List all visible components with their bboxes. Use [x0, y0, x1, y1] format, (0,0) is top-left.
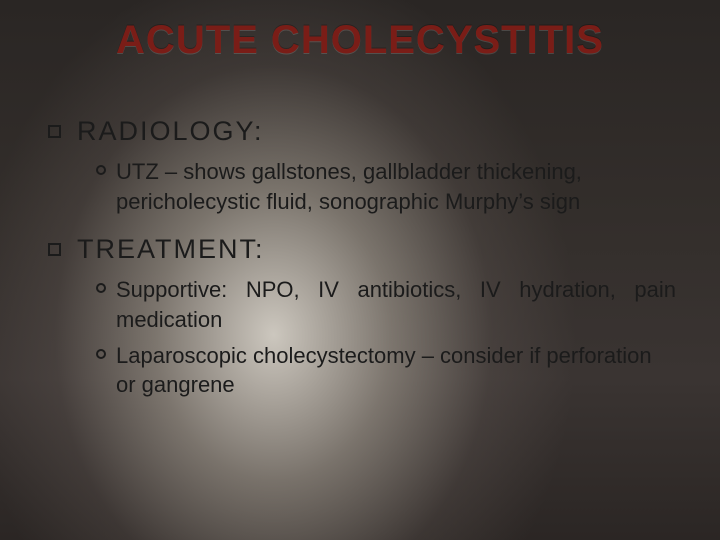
circle-bullet-icon	[96, 349, 106, 359]
list-item-text: Supportive: NPO, IV antibiotics, IV hydr…	[116, 275, 676, 334]
slide-content: RADIOLOGY: UTZ – shows gallstones, gallb…	[48, 110, 680, 406]
square-bullet-icon	[48, 125, 61, 138]
list-item-text: Laparoscopic cholecystectomy – consider …	[116, 341, 676, 400]
square-bullet-icon	[48, 243, 61, 256]
slide: ACUTE CHOLECYSTITIS RADIOLOGY: UTZ – sho…	[0, 0, 720, 540]
list-item: Laparoscopic cholecystectomy – consider …	[96, 341, 680, 400]
section-heading-row: TREATMENT:	[48, 234, 680, 265]
section-items: UTZ – shows gallstones, gallbladder thic…	[96, 157, 680, 216]
list-item: Supportive: NPO, IV antibiotics, IV hydr…	[96, 275, 680, 334]
section-items: Supportive: NPO, IV antibiotics, IV hydr…	[96, 275, 680, 400]
circle-bullet-icon	[96, 283, 106, 293]
list-item-text: UTZ – shows gallstones, gallbladder thic…	[116, 157, 676, 216]
section-heading: TREATMENT:	[77, 234, 265, 265]
list-item: UTZ – shows gallstones, gallbladder thic…	[96, 157, 680, 216]
section-heading-row: RADIOLOGY:	[48, 116, 680, 147]
circle-bullet-icon	[96, 165, 106, 175]
section-heading: RADIOLOGY:	[77, 116, 264, 147]
slide-title: ACUTE CHOLECYSTITIS	[0, 18, 720, 63]
